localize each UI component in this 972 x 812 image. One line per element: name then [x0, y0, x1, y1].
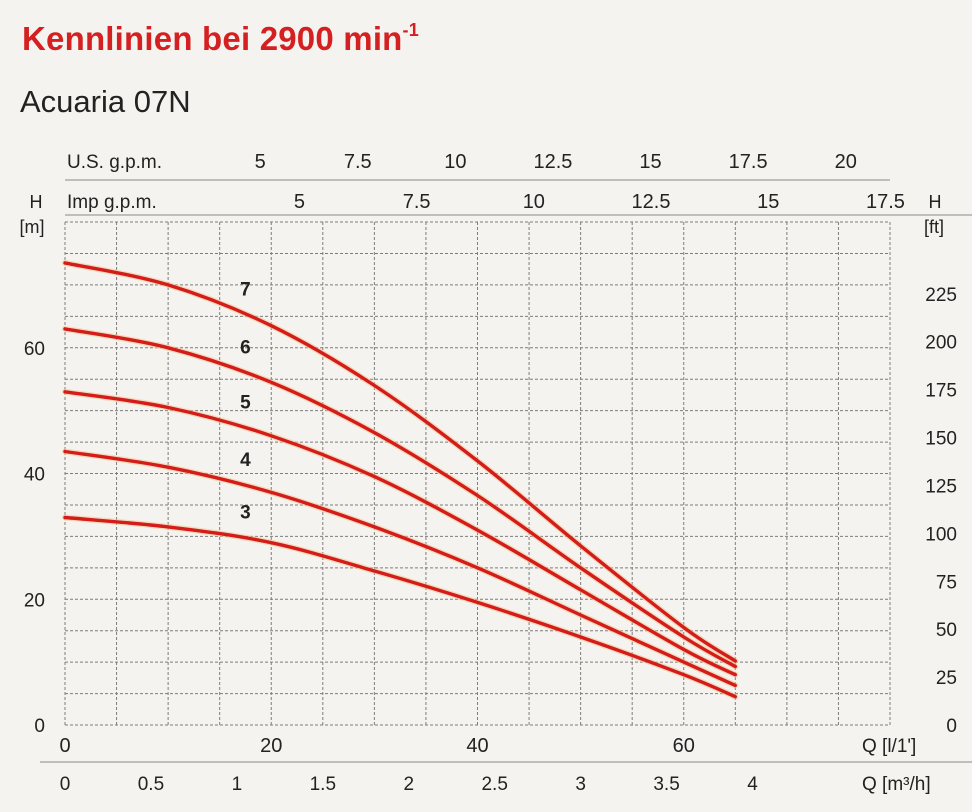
x-impgpm-axis-label: Imp g.p.m. — [67, 192, 157, 213]
y-left-tick-label: 40 — [24, 465, 45, 486]
x-m3h-tick-label: 3 — [575, 774, 586, 795]
y-left-tick-label: 20 — [24, 590, 45, 611]
x-usgpm-tick-label: 10 — [444, 151, 466, 173]
x-lmin-tick-label: 20 — [260, 735, 282, 757]
x-usgpm-axis-label: U.S. g.p.m. — [67, 152, 162, 173]
series-curve-6 — [63, 327, 737, 669]
x-impgpm-tick-label: 5 — [294, 191, 305, 213]
x-m3h-tick-label: 1 — [232, 774, 243, 795]
series-label-7: 7 — [240, 280, 251, 301]
x-usgpm-tick-label: 7.5 — [344, 151, 372, 173]
chart-grid — [40, 179, 972, 763]
y-right-tick-label: 100 — [925, 524, 957, 545]
x-m3h-tick-label: 0 — [60, 774, 71, 795]
y-left-tick-label: 60 — [24, 339, 45, 360]
series-curve-4 — [63, 449, 737, 688]
series-curve-7 — [63, 261, 737, 663]
y-right-tick-label: 25 — [936, 668, 957, 689]
x-lmin-tick-label: 40 — [466, 735, 488, 757]
x-m3h-tick-label: 0.5 — [138, 774, 164, 795]
y-right-tick-label: 75 — [936, 572, 957, 593]
series-curve-shadow-5 — [62, 388, 739, 678]
y-right-tick-label: 200 — [925, 333, 957, 354]
y-right-tick-label: 50 — [936, 620, 957, 641]
x-impgpm-tick-label: 17.5 — [866, 191, 905, 213]
x-usgpm-tick-label: 20 — [835, 151, 857, 173]
y-right-axis-label: H — [929, 192, 942, 212]
x-lmin-tick-label: 0 — [59, 735, 70, 757]
x-m3h-tick-label: 2 — [403, 774, 414, 795]
y-right-tick-label: 150 — [925, 429, 957, 450]
x-usgpm-tick-label: 15 — [639, 151, 661, 173]
series-curve-5 — [63, 390, 737, 677]
y-right-tick-label: 125 — [925, 476, 957, 497]
x-lmin-axis-label: Q [l/1'] — [862, 736, 916, 757]
series-label-4: 4 — [240, 450, 251, 471]
x-usgpm-tick-label: 12.5 — [533, 151, 572, 173]
x-impgpm-tick-label: 7.5 — [403, 191, 431, 213]
x-impgpm-tick-label: 15 — [757, 191, 779, 213]
x-m3h-tick-label: 4 — [747, 774, 758, 795]
x-impgpm-tick-label: 10 — [523, 191, 545, 213]
chart-series — [62, 259, 739, 700]
series-label-6: 6 — [240, 338, 251, 359]
y-left-axis-unit: [m] — [20, 217, 45, 237]
chart-labels: 34567H[m]0204060H[ft]0255075100125150175… — [20, 151, 958, 795]
x-m3h-tick-label: 3.5 — [653, 774, 679, 795]
y-right-axis-unit: [ft] — [924, 217, 944, 237]
chart-title: Kennlinien bei 2900 min-1 — [22, 20, 419, 57]
x-lmin-tick-label: 60 — [673, 735, 695, 757]
series-label-3: 3 — [240, 503, 251, 524]
x-m3h-tick-label: 2.5 — [481, 774, 507, 795]
y-right-tick-label: 175 — [925, 381, 957, 402]
x-impgpm-tick-label: 12.5 — [632, 191, 671, 213]
chart-subtitle: Acuaria 07N — [20, 84, 191, 119]
y-left-tick-label: 0 — [34, 716, 45, 737]
x-usgpm-tick-label: 17.5 — [729, 151, 768, 173]
y-left-axis-label: H — [30, 192, 43, 212]
x-m3h-tick-label: 1.5 — [310, 774, 336, 795]
series-label-5: 5 — [240, 393, 251, 414]
x-m3h-axis-label: Q [m³/h] — [862, 774, 931, 795]
x-usgpm-tick-label: 5 — [255, 151, 266, 173]
y-right-tick-label: 225 — [925, 285, 957, 306]
y-right-tick-label: 0 — [946, 716, 957, 737]
series-curve-3 — [63, 515, 737, 699]
